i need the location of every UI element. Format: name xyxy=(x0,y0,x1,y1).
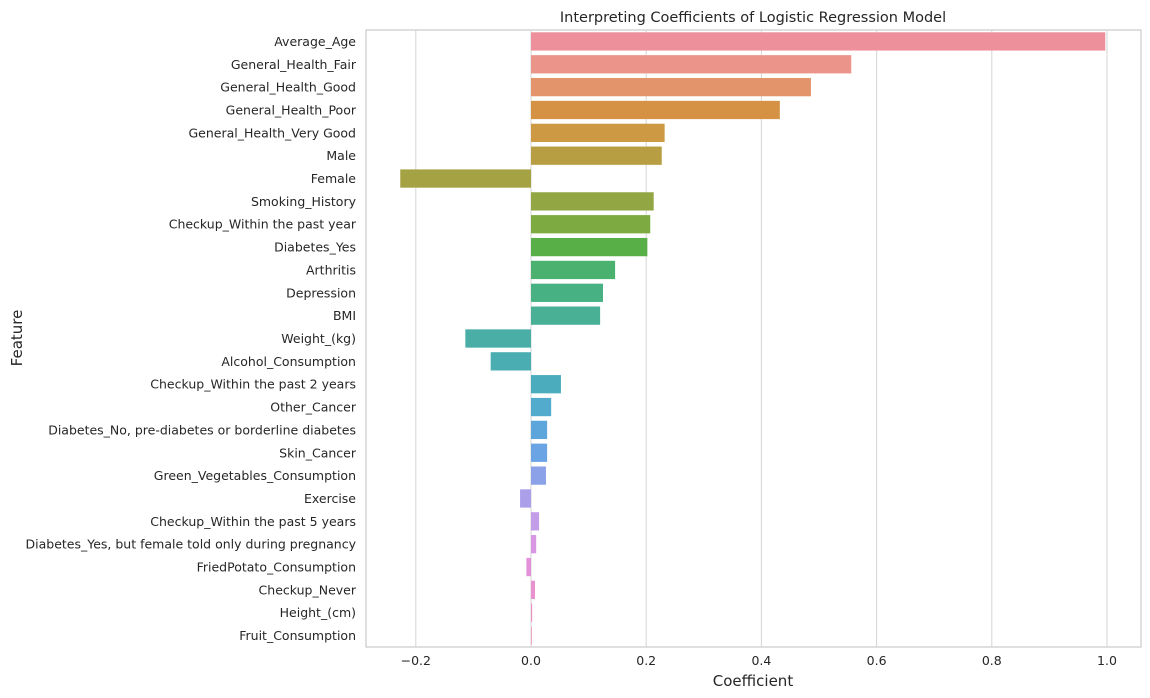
bar xyxy=(531,626,532,645)
bar xyxy=(531,260,616,280)
y-tick-label: Arthritis xyxy=(306,262,356,277)
bar xyxy=(531,466,546,485)
y-tick-label: Height_(cm) xyxy=(280,605,356,620)
x-tick-label: 0.2 xyxy=(636,653,656,668)
bar xyxy=(531,77,811,97)
y-tick-label: Male xyxy=(326,148,356,163)
y-tick-label: Checkup_Within the past year xyxy=(169,217,357,232)
bar xyxy=(400,169,531,188)
y-tick-label: Fruit_Consumption xyxy=(239,628,356,643)
x-tick-labels: −0.2 0.0 0.2 0.4 0.6 0.8 1.0 xyxy=(401,653,1117,668)
bar xyxy=(531,580,536,600)
chart-title: Interpreting Coefficients of Logistic Re… xyxy=(560,10,946,26)
y-tick-label: General_Health_Good xyxy=(220,80,356,95)
y-tick-label: Checkup_Within the past 2 years xyxy=(150,377,356,392)
y-tick-label: Diabetes_No, pre-diabetes or borderline … xyxy=(48,422,356,437)
bar xyxy=(531,535,537,554)
plot-frame xyxy=(365,29,1142,648)
bar xyxy=(531,55,852,74)
bar xyxy=(531,100,780,120)
y-tick-label: Skin_Cancer xyxy=(279,445,357,460)
bar xyxy=(531,215,651,234)
x-tick-label: −0.2 xyxy=(401,653,431,668)
y-tick-labels: Average_Age General_Health_Fair General_He… xyxy=(26,34,357,643)
y-tick-label: Other_Cancer xyxy=(270,400,357,415)
bar xyxy=(531,283,603,302)
x-tick-label: 1.0 xyxy=(1097,653,1117,668)
bar xyxy=(520,489,531,508)
x-tick-label: 0.0 xyxy=(521,653,541,668)
y-tick-label: Checkup_Never xyxy=(259,582,357,597)
y-tick-label: General_Health_Fair xyxy=(231,57,357,72)
y-tick-label: Female xyxy=(311,171,357,186)
y-tick-label: Weight_(kg) xyxy=(281,331,356,346)
bar xyxy=(531,397,552,417)
y-tick-label: General_Health_Very Good xyxy=(188,125,356,140)
x-axis-label: Coefficient xyxy=(713,672,794,690)
bar xyxy=(531,146,662,165)
x-tick-label: 0.4 xyxy=(751,653,771,668)
y-tick-label: Exercise xyxy=(304,491,356,506)
bar xyxy=(531,123,665,142)
y-tick-label: Diabetes_Yes xyxy=(274,240,356,255)
y-tick-label: Alcohol_Consumption xyxy=(221,354,356,369)
bar xyxy=(531,237,648,257)
x-tick-label: 0.8 xyxy=(982,653,1002,668)
bars xyxy=(400,32,1106,645)
bar xyxy=(531,443,548,462)
bar xyxy=(465,329,531,348)
y-axis-label: Feature xyxy=(8,310,26,367)
x-tick-label: 0.6 xyxy=(867,653,887,668)
y-tick-label: BMI xyxy=(333,308,356,323)
y-tick-label: Diabetes_Yes, but female told only durin… xyxy=(26,537,357,552)
bar xyxy=(490,352,531,371)
y-tick-label: FriedPotato_Consumption xyxy=(197,560,356,575)
y-tick-label: Green_Vegetables_Consumption xyxy=(154,468,356,483)
bar xyxy=(531,420,548,440)
bar xyxy=(531,512,540,531)
y-tick-label: General_Health_Poor xyxy=(226,102,357,117)
bar xyxy=(531,375,561,394)
y-tick-label: Depression xyxy=(286,285,356,300)
bar xyxy=(526,557,531,577)
bar xyxy=(531,32,1106,51)
bar xyxy=(531,192,654,211)
y-tick-label: Average_Age xyxy=(274,34,356,49)
bar xyxy=(531,306,601,325)
bar xyxy=(531,603,533,622)
y-tick-label: Checkup_Within the past 5 years xyxy=(150,514,356,529)
y-tick-label: Smoking_History xyxy=(251,194,357,209)
